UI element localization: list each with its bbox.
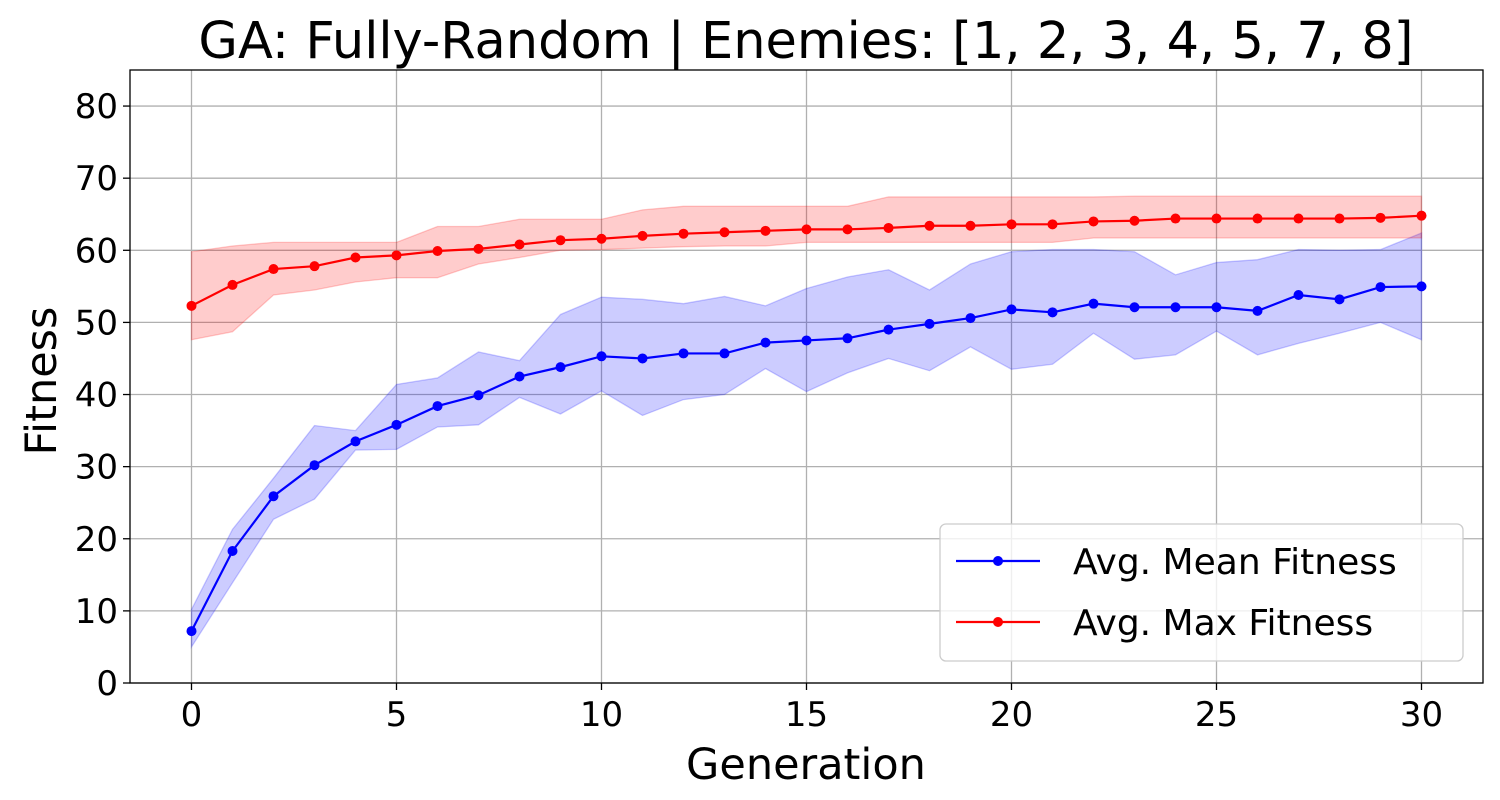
y-axis-ticks: 0 10 20 30 40 50 60 70 80 — [75, 87, 130, 704]
data-point — [350, 436, 361, 447]
data-point — [678, 348, 689, 359]
data-point — [1170, 302, 1181, 313]
series-band-0 — [190, 232, 1423, 650]
data-point — [1334, 213, 1345, 224]
y-tick-label: 80 — [75, 87, 118, 127]
data-point — [186, 626, 197, 637]
legend-label: Avg. Mean Fitness — [1073, 542, 1397, 583]
data-point — [391, 250, 402, 261]
data-point — [514, 239, 525, 250]
data-point — [514, 371, 525, 382]
data-point — [227, 279, 238, 290]
data-point — [350, 252, 361, 263]
series-points — [186, 210, 1427, 637]
data-point — [637, 353, 648, 364]
legend-marker — [993, 556, 1003, 566]
data-point — [1211, 213, 1222, 224]
data-point — [1129, 215, 1140, 226]
data-point — [555, 235, 566, 246]
data-point — [432, 401, 443, 412]
confidence-bands — [190, 195, 1423, 650]
data-point — [1416, 281, 1427, 292]
data-point — [1088, 216, 1099, 227]
data-point — [1006, 304, 1017, 315]
data-point — [760, 225, 771, 236]
x-axis-label: Generation — [686, 740, 926, 790]
data-point — [924, 318, 935, 329]
data-point — [965, 220, 976, 231]
data-point — [924, 220, 935, 231]
data-point — [1088, 298, 1099, 309]
data-point — [432, 246, 443, 257]
data-point — [719, 227, 730, 238]
y-axis-label: Fitness — [17, 307, 67, 456]
chart-title: GA: Fully-Random | Enemies: [1, 2, 3, 4,… — [198, 12, 1413, 71]
x-tick-label: 0 — [181, 695, 203, 735]
y-tick-label: 0 — [96, 664, 118, 704]
data-point — [596, 233, 607, 244]
data-point — [391, 419, 402, 430]
data-point — [1047, 307, 1058, 318]
y-tick-label: 40 — [75, 376, 118, 416]
data-point — [1375, 212, 1386, 223]
x-tick-label: 5 — [386, 695, 408, 735]
data-point — [883, 324, 894, 335]
data-point — [473, 390, 484, 401]
legend-marker — [993, 617, 1003, 627]
data-point — [678, 228, 689, 239]
data-point — [760, 337, 771, 348]
data-point — [268, 491, 279, 502]
data-point — [842, 224, 853, 235]
data-point — [637, 230, 648, 241]
y-tick-label: 70 — [75, 159, 118, 199]
data-point — [1170, 213, 1181, 224]
legend-label: Avg. Max Fitness — [1073, 603, 1373, 644]
data-point — [555, 362, 566, 373]
data-point — [309, 460, 320, 471]
data-point — [965, 313, 976, 324]
x-tick-label: 20 — [990, 695, 1033, 735]
data-point — [1006, 219, 1017, 230]
series-band-1 — [190, 195, 1423, 341]
y-tick-label: 20 — [75, 520, 118, 560]
data-point — [1047, 219, 1058, 230]
data-point — [1129, 302, 1140, 313]
data-point — [1375, 282, 1386, 293]
data-point — [1416, 210, 1427, 221]
data-point — [1334, 294, 1345, 305]
data-point — [1211, 302, 1222, 313]
y-tick-label: 10 — [75, 592, 118, 632]
data-point — [1293, 290, 1304, 301]
x-tick-label: 15 — [785, 695, 828, 735]
data-point — [883, 222, 894, 233]
data-point — [309, 261, 320, 272]
data-point — [801, 335, 812, 346]
data-point — [473, 243, 484, 254]
x-axis-ticks: 0 5 10 15 20 25 30 — [181, 683, 1443, 735]
data-point — [801, 224, 812, 235]
data-point — [842, 333, 853, 344]
data-point — [596, 351, 607, 362]
data-point — [268, 264, 279, 275]
x-tick-label: 30 — [1400, 695, 1443, 735]
data-point — [227, 546, 238, 557]
y-tick-label: 60 — [75, 231, 118, 271]
y-tick-label: 50 — [75, 303, 118, 343]
data-point — [719, 348, 730, 359]
data-point — [1252, 305, 1263, 316]
legend-box — [939, 523, 1464, 662]
data-point — [1293, 213, 1304, 224]
x-tick-label: 25 — [1195, 695, 1238, 735]
legend: Avg. Mean Fitness Avg. Max Fitness — [939, 523, 1464, 662]
data-point — [1252, 213, 1263, 224]
data-point — [186, 300, 197, 311]
x-tick-label: 10 — [580, 695, 623, 735]
y-tick-label: 30 — [75, 448, 118, 488]
